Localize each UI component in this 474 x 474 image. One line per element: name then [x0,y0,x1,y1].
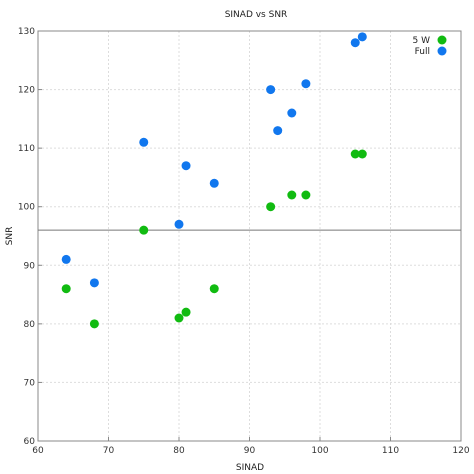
x-tick-label: 100 [311,446,328,456]
chart-title: SINAD vs SNR [225,10,288,20]
data-point-full [210,179,219,188]
data-point-full [273,126,282,135]
x-tick-label: 90 [244,446,256,456]
data-point-full [358,32,367,41]
legend-label-5-w: 5 W [413,36,431,46]
data-point-5-w [175,314,184,323]
data-point-full [182,161,191,170]
data-point-full [351,38,360,47]
y-tick-label: 80 [24,320,36,330]
data-point-full [301,79,310,88]
y-tick-label: 60 [24,437,36,447]
legend-marker-5-w [438,36,447,45]
legend-label-full: Full [415,47,430,57]
y-tick-label: 100 [18,203,35,213]
y-tick-label: 120 [18,86,35,96]
y-tick-label: 110 [18,144,35,154]
legend-marker-full [438,47,447,56]
data-point-full [139,138,148,147]
y-tick-label: 90 [24,261,36,271]
x-tick-label: 80 [173,446,185,456]
data-point-5-w [139,226,148,235]
y-axis-title: SNR [5,227,15,246]
data-point-5-w [182,308,191,317]
data-point-5-w [62,284,71,293]
data-point-full [62,255,71,264]
data-point-full [266,85,275,94]
data-point-full [175,220,184,229]
x-tick-label: 110 [382,446,399,456]
y-tick-label: 70 [24,378,36,388]
x-axis-title: SINAD [236,463,264,473]
x-tick-label: 120 [452,446,469,456]
data-point-5-w [90,319,99,328]
data-point-5-w [210,284,219,293]
data-point-5-w [301,191,310,200]
data-point-5-w [287,191,296,200]
data-point-full [90,278,99,287]
y-tick-label: 130 [18,27,35,37]
data-point-5-w [358,150,367,159]
x-tick-label: 70 [103,446,115,456]
x-tick-label: 60 [32,446,44,456]
data-point-full [287,109,296,118]
data-point-5-w [266,202,275,211]
